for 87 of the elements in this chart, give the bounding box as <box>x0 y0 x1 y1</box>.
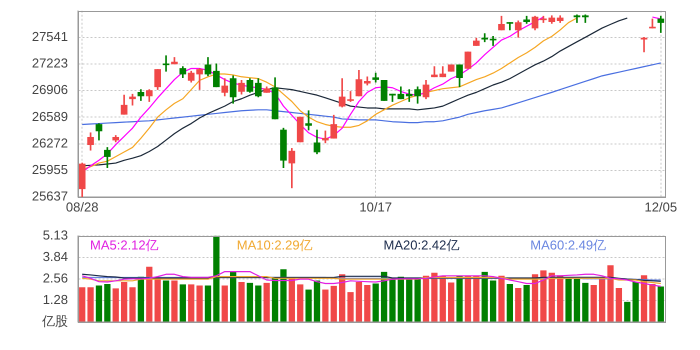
bar <box>330 286 337 322</box>
bar <box>414 278 421 322</box>
x-tick-label: 12/05 <box>644 199 678 214</box>
x-tick-label: 10/17 <box>359 199 392 214</box>
candlestick <box>640 36 648 52</box>
bar <box>406 278 412 322</box>
bar <box>456 276 463 322</box>
bar <box>616 288 622 322</box>
bar <box>448 282 454 322</box>
bar <box>255 286 262 322</box>
y-tick-label: 26589 <box>32 108 68 124</box>
bar <box>515 288 522 322</box>
bar <box>104 284 110 322</box>
series-label: MA60:2.49亿 <box>530 237 606 252</box>
bar <box>347 292 354 322</box>
bar <box>590 285 597 322</box>
bar <box>557 275 564 322</box>
y-tick-label: 26272 <box>32 135 68 150</box>
bar <box>120 282 128 322</box>
bar <box>464 276 472 322</box>
bar <box>264 282 270 322</box>
bar <box>565 278 572 322</box>
bar <box>87 287 94 322</box>
series-label: MA5:2.12亿 <box>90 237 159 252</box>
bar <box>632 282 639 322</box>
bar <box>473 276 480 322</box>
bar <box>246 282 254 322</box>
bar <box>398 276 404 322</box>
x-tick-label: 08/28 <box>66 199 98 214</box>
bar <box>112 288 119 322</box>
bar <box>79 287 86 322</box>
bar <box>490 280 496 322</box>
candlestick <box>162 55 170 72</box>
y-tick-label: 25637 <box>32 188 68 204</box>
y-tick-label: 亿股 <box>41 314 68 329</box>
bar <box>607 265 614 322</box>
y-tick-label: 1.28 <box>42 292 68 308</box>
bar <box>506 284 514 322</box>
candlestick <box>649 18 656 28</box>
bar <box>574 278 580 322</box>
bar <box>204 286 212 322</box>
bar <box>523 285 530 322</box>
y-tick-label: 27541 <box>32 28 68 44</box>
bar <box>222 286 228 322</box>
bar <box>171 280 178 322</box>
bar <box>658 286 664 322</box>
bar <box>213 236 220 322</box>
bar <box>422 276 430 322</box>
bar <box>280 269 287 322</box>
bar <box>288 278 295 322</box>
bar <box>314 280 320 322</box>
y-tick-label: 25955 <box>32 162 68 177</box>
bar <box>196 286 203 322</box>
bar <box>389 278 396 322</box>
bar <box>180 284 186 322</box>
y-tick-label: 27223 <box>32 56 68 71</box>
bar <box>498 276 505 322</box>
bar <box>129 287 136 322</box>
bar <box>272 277 278 322</box>
bar <box>598 278 606 322</box>
y-tick-label: 5.13 <box>42 227 68 242</box>
bar <box>322 290 329 322</box>
bar <box>372 284 379 322</box>
bar <box>649 284 656 322</box>
bar <box>339 274 346 322</box>
bar <box>146 266 152 322</box>
bar <box>188 284 194 322</box>
bar <box>297 284 304 322</box>
series-label: MA10:2.29亿 <box>236 237 313 252</box>
bar <box>305 290 312 322</box>
series-label: MA20:2.42亿 <box>384 237 460 252</box>
bar <box>431 272 438 322</box>
bar <box>238 282 245 322</box>
bar <box>548 272 555 322</box>
bar <box>440 276 446 322</box>
y-tick-label: 2.56 <box>42 270 68 286</box>
bar <box>482 272 488 322</box>
bar <box>230 272 236 322</box>
bar <box>96 286 102 322</box>
bar <box>582 282 588 322</box>
bar <box>356 282 362 322</box>
bar <box>364 285 370 322</box>
candlestick <box>129 94 136 106</box>
y-tick-label: 3.84 <box>42 249 68 264</box>
y-tick-label: 26906 <box>32 82 68 98</box>
bar <box>624 302 630 322</box>
bar <box>162 280 170 322</box>
